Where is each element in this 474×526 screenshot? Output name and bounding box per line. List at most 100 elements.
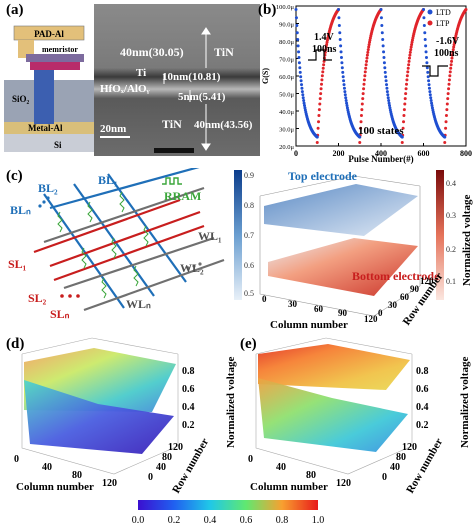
wordlines	[43, 186, 225, 312]
svg-text:1.0: 1.0	[312, 515, 325, 526]
ltp-point	[367, 45, 371, 49]
pad-al	[13, 25, 85, 41]
svg-text:120: 120	[420, 276, 434, 286]
ltp-point	[359, 126, 363, 130]
tem-tin-bottom-label: TiN	[162, 117, 182, 131]
ltd-point	[385, 86, 389, 90]
ltd-point	[297, 61, 301, 65]
ltd-point	[339, 44, 343, 48]
ltd-point	[423, 31, 427, 35]
ltp-point	[444, 126, 448, 130]
sl1-label: SL₁	[8, 257, 27, 271]
ltd-point	[300, 90, 304, 94]
svg-text:30: 30	[388, 300, 398, 310]
svg-text:90: 90	[410, 284, 420, 294]
ltd-point	[381, 44, 385, 48]
ltp-point	[409, 48, 413, 52]
d-zlabel: Normalized voltage	[225, 357, 237, 448]
e-xlabel: Column number	[250, 481, 328, 493]
ltd-point	[427, 79, 431, 83]
ltp-point	[406, 66, 410, 70]
svg-text:90: 90	[338, 308, 348, 318]
ltd-point	[425, 66, 429, 70]
ltp-point	[363, 74, 367, 78]
ltp-point	[446, 97, 450, 101]
ltp-point	[321, 66, 325, 70]
svg-text:0.3: 0.3	[446, 211, 456, 220]
y-tick-label: 30.0μ	[279, 127, 294, 134]
ltd-point	[385, 90, 389, 94]
ltp-point	[322, 59, 326, 63]
ltp-point	[447, 87, 451, 91]
ltp-point	[365, 53, 369, 57]
x-axis-label: Pulse Number(#)	[348, 154, 413, 164]
ltp-point	[402, 120, 406, 124]
ltd-point	[380, 23, 384, 27]
panel-d-3d: 0.8 0.6 0.4 0.2 0 40 80 120 0 40 80 120 …	[14, 337, 237, 496]
ltd-point	[427, 86, 431, 90]
svg-text:40: 40	[156, 462, 166, 473]
ltp-point	[451, 50, 455, 54]
y-tick-label: 60.0μ	[279, 74, 294, 81]
ltd-point	[425, 61, 429, 65]
ltp-point	[448, 70, 452, 74]
bottom-electrode-surface	[268, 238, 418, 296]
metal-label: Metal-Al	[28, 123, 63, 133]
ltp-point	[366, 50, 370, 54]
ltd-point	[343, 90, 347, 94]
memristor-label: memristor	[42, 45, 78, 54]
via	[34, 70, 54, 124]
svg-text:0: 0	[382, 472, 387, 483]
ltd-point	[338, 31, 342, 35]
svg-text:0.2: 0.2	[446, 245, 456, 254]
wl2-label: WL₂	[180, 261, 204, 275]
ltd-point	[295, 23, 299, 27]
ltd-point	[429, 96, 433, 100]
y-tick-label: 90.0μ	[279, 22, 294, 29]
svg-text:0.2: 0.2	[182, 420, 195, 431]
ltp-point	[324, 45, 328, 49]
svg-text:0.1: 0.1	[446, 277, 456, 286]
annot-pos-voltage: 1.4V	[314, 32, 335, 43]
ltp-point	[402, 114, 406, 118]
ltp-point	[320, 74, 324, 78]
ltp-point	[362, 82, 366, 86]
svg-text:0.6: 0.6	[240, 515, 253, 526]
ltd-point	[383, 70, 387, 74]
ltp-point	[365, 56, 369, 60]
ltp-point	[407, 56, 411, 60]
ltd-point	[301, 96, 305, 100]
svg-text:0.5: 0.5	[244, 289, 254, 298]
bitlines	[43, 168, 200, 309]
ltd-point	[297, 50, 301, 54]
ltp-point	[451, 48, 455, 52]
ltd-point	[430, 104, 434, 108]
rram-label: RRAM	[164, 189, 201, 203]
legend-ltd-marker	[427, 9, 433, 15]
svg-text:0.6: 0.6	[416, 384, 429, 395]
ltp-point	[443, 141, 447, 144]
ltp-point	[365, 59, 369, 63]
legend-ltd-label: LTD	[436, 8, 451, 17]
ltp-point	[450, 53, 454, 57]
e-upper-surface	[258, 344, 410, 390]
ltp-point	[362, 78, 366, 82]
svg-text:40: 40	[390, 462, 400, 473]
ltd-point	[341, 75, 345, 79]
tem-oxide-label: HfOₓ/AlOᵧ	[100, 83, 150, 95]
tem-oxide-thickness: 5nm(5.41)	[178, 91, 226, 103]
ltp-point	[452, 45, 456, 49]
ltp-point	[360, 102, 364, 106]
ltp-point	[444, 120, 448, 124]
si-label: Si	[54, 140, 62, 150]
ltd-point	[387, 98, 391, 102]
ltd-point	[426, 70, 430, 74]
ltd-point	[343, 93, 347, 97]
bottom-electrode-label: Bottom electrode	[352, 269, 440, 283]
ltd-point	[300, 83, 304, 87]
ltp-point	[358, 141, 362, 144]
annot-pos-time: 100ns	[312, 44, 337, 55]
svg-text:0.4: 0.4	[446, 179, 456, 188]
ltp-point	[319, 87, 323, 91]
ltd-point	[422, 16, 426, 20]
